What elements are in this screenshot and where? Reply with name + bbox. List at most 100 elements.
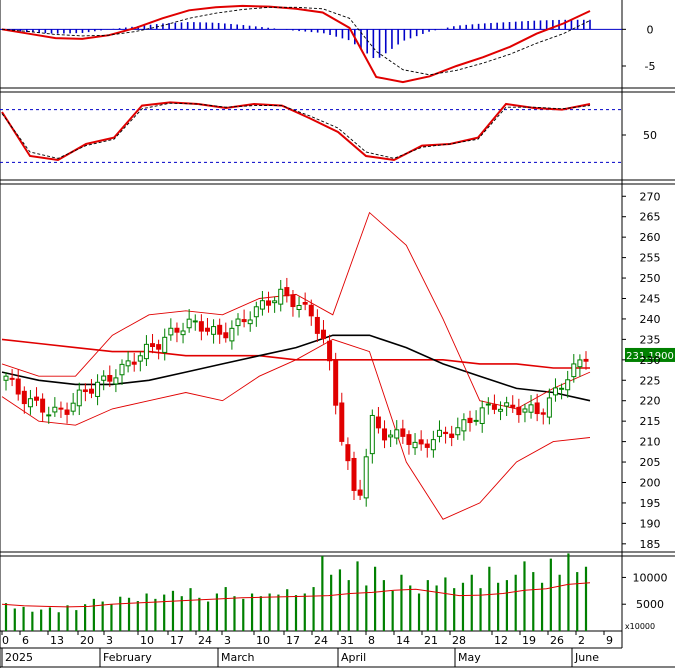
candle-body	[76, 389, 82, 407]
candle-body	[559, 387, 565, 390]
candle-body	[70, 402, 76, 412]
candle-body	[113, 377, 119, 385]
candle-body	[119, 363, 125, 376]
volume-tick-label: 10000	[633, 571, 668, 584]
candle-body	[186, 318, 192, 329]
candle-body	[375, 416, 381, 429]
y-axis-labels: 0 -5 50 270 265 260 255 250 245 240 235 230 225 220 21…	[622, 23, 668, 631]
x-day-label: 21	[424, 634, 438, 647]
volume-panel	[1, 553, 591, 631]
x-day-label: 20	[80, 634, 94, 647]
price-overlay-line	[1, 211, 591, 410]
x-axis: 0 6 13 20 3 10 17 24 3 10 17 24 31 8 14 21 28 12 19 26 2 9 202…	[1, 631, 613, 667]
x-month-label: 2025	[5, 651, 33, 664]
stochastic-k-line	[1, 101, 591, 162]
candle-body	[388, 434, 394, 438]
candle-body	[528, 404, 534, 413]
candle-body	[34, 396, 40, 401]
candle-body	[308, 304, 314, 317]
x-day-label: 26	[550, 634, 564, 647]
candle-body	[21, 390, 27, 405]
x-month-label: May	[458, 651, 481, 664]
candle-body	[162, 336, 168, 353]
x-month-label: March	[221, 651, 255, 664]
x-day-label: 24	[314, 634, 328, 647]
candle-body	[131, 361, 137, 365]
candle-body	[211, 326, 217, 335]
candle-body	[400, 428, 406, 437]
candle-body	[577, 359, 583, 368]
candle-body	[314, 316, 320, 334]
x-day-label: 12	[494, 634, 508, 647]
volume-moving-average-line	[1, 582, 591, 608]
price-tick-label: 210	[640, 436, 661, 449]
price-overlay-line	[1, 338, 590, 369]
price-overlay-line	[1, 338, 591, 520]
price-tick-label: 195	[640, 497, 661, 510]
x-day-label: 10	[140, 634, 154, 647]
candle-body	[235, 318, 241, 327]
candle-body	[168, 327, 174, 336]
candle-body	[461, 419, 467, 432]
candle-body	[204, 327, 210, 332]
candle-body	[125, 360, 131, 367]
candle-body	[229, 327, 235, 342]
candle-body	[339, 402, 345, 442]
candle-body	[498, 408, 504, 412]
candle-body	[198, 321, 204, 332]
candle-body	[363, 456, 369, 499]
candle-body	[485, 403, 491, 406]
x-day-label: 19	[522, 634, 536, 647]
candle-body	[88, 388, 94, 394]
candle-body	[436, 429, 442, 437]
candle-body	[107, 374, 113, 382]
price-tick-label: 205	[640, 456, 661, 469]
volume-unit-label: x10000	[625, 622, 655, 631]
candle-body	[302, 301, 308, 305]
x-day-label: 0	[2, 634, 9, 647]
x-day-label: 17	[286, 634, 300, 647]
candle-body	[266, 300, 272, 306]
candle-body	[424, 443, 430, 448]
x-day-label: 13	[50, 634, 64, 647]
candle-body	[406, 434, 412, 445]
candle-body	[247, 319, 253, 325]
x-day-label: 24	[198, 634, 212, 647]
price-tick-label: 240	[640, 313, 661, 326]
stochastic-tick-label: 50	[643, 129, 657, 142]
macd-panel	[0, 4, 622, 84]
candle-body	[534, 402, 540, 415]
candle-body	[143, 343, 149, 360]
candle-body	[9, 377, 15, 380]
x-day-label: 28	[452, 634, 466, 647]
candle-body	[241, 319, 247, 323]
price-tick-label: 225	[640, 374, 661, 387]
candle-body	[473, 419, 479, 422]
x-day-label: 6	[22, 634, 29, 647]
candle-body	[546, 397, 552, 418]
macd-signal-line	[1, 6, 591, 76]
candle-body	[504, 402, 510, 407]
price-tick-label: 265	[640, 211, 661, 224]
x-month-label: April	[341, 651, 366, 664]
candle-body	[430, 439, 436, 451]
candle-body	[449, 433, 455, 439]
x-day-label: 9	[606, 634, 613, 647]
candle-body	[357, 489, 363, 496]
price-panel: 231.1900	[1, 211, 675, 520]
candle-body	[540, 412, 546, 415]
candle-body	[217, 324, 223, 335]
candle-body	[583, 358, 589, 362]
candle-body	[571, 363, 577, 378]
candle-body	[516, 406, 522, 416]
price-tag-label: 231.1900	[626, 351, 674, 362]
candle-body	[3, 375, 9, 381]
candle-body	[284, 287, 290, 297]
stochastic-d-line	[1, 102, 591, 159]
candle-body	[253, 306, 259, 318]
candle-body	[394, 429, 400, 439]
candle-body	[58, 407, 64, 410]
x-day-label: 17	[170, 634, 184, 647]
candle-body	[345, 444, 351, 462]
